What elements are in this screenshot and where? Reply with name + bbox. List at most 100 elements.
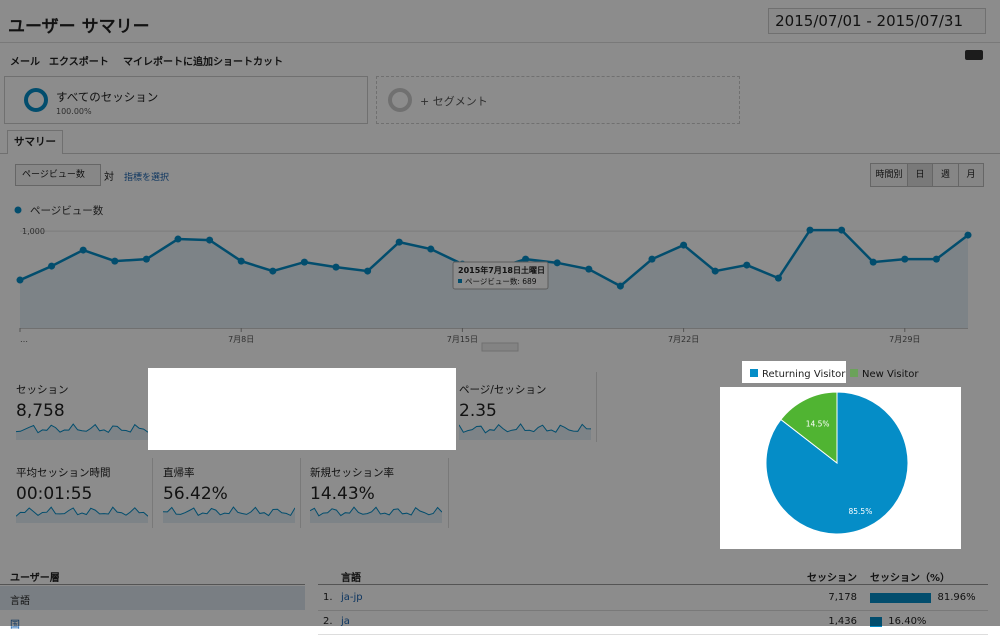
sparkline-line (16, 423, 148, 434)
point (364, 267, 372, 275)
metric-value: 2.35 (459, 401, 497, 421)
point (648, 255, 656, 263)
point (269, 267, 277, 275)
tooltip-title: 2015年7月18日土曜日 (458, 265, 545, 275)
point (774, 274, 782, 282)
row-share: 16.40% (888, 616, 927, 627)
tooltip-text: ページビュー数: 689 (465, 276, 537, 286)
x-tick-label: 7月22日 (668, 335, 699, 344)
metric-value: 14.43% (310, 484, 375, 504)
point (711, 267, 719, 275)
point (838, 226, 846, 234)
x-tick-label: … (20, 335, 28, 344)
point (680, 241, 688, 249)
point (111, 257, 119, 265)
metric-value: 00:01:55 (16, 484, 93, 504)
point (743, 261, 751, 269)
table-header: セッション（%） (870, 573, 951, 584)
table-left-header: ユーザー層 (10, 573, 60, 584)
segment-card[interactable] (4, 76, 368, 124)
add-segment-label: + セグメント (420, 95, 488, 108)
row-share: 81.96% (937, 592, 976, 603)
y-tick-label: 1,000 (22, 227, 45, 236)
metric-label: セッション (16, 384, 69, 396)
sparkline-area (459, 424, 591, 440)
sparkline-area (163, 507, 295, 523)
left-item[interactable]: 言語 (10, 596, 30, 607)
toolbar-item[interactable]: マイレポートに追加 (123, 57, 213, 68)
sparkline (16, 423, 148, 440)
x-tick-label: 7月15日 (447, 335, 478, 344)
separator (152, 458, 153, 528)
legend-swatch (850, 369, 858, 377)
highlight-box (148, 368, 456, 450)
legend-label: New Visitor (862, 369, 919, 380)
row-name: ja (341, 616, 350, 627)
point (174, 235, 182, 243)
x-tick-label: 7月8日 (228, 335, 254, 344)
metric-label: ページ/セッション (459, 384, 547, 396)
point (237, 257, 245, 265)
x-tick-label: 7月29日 (889, 335, 920, 344)
toolbar-item[interactable]: メール (10, 57, 40, 68)
segment-name: すべてのセッション (56, 90, 159, 104)
point (16, 276, 24, 284)
row-rank: 2. (323, 616, 333, 627)
segment-ring (24, 88, 48, 112)
add-segment[interactable] (376, 76, 740, 124)
tab-line (0, 153, 1000, 154)
share-bar (870, 593, 932, 603)
table-header: 言語 (341, 573, 361, 584)
toolbar-item[interactable]: ショートカット (213, 57, 283, 68)
divider (318, 584, 988, 585)
point (869, 258, 877, 266)
sparkline-line (163, 506, 295, 517)
point (522, 255, 530, 263)
value-label: 85.5% (849, 507, 873, 516)
sparkline-area (16, 507, 148, 523)
versus: 対 (104, 172, 114, 183)
tooltip-box (452, 261, 549, 290)
point (427, 245, 435, 253)
point (332, 263, 340, 271)
period-button[interactable]: 月 (958, 163, 984, 187)
value-label: 14.5% (806, 419, 830, 428)
date-range[interactable]: 2015/07/01 - 2015/07/31 (768, 8, 986, 34)
row-rank: 1. (323, 592, 333, 603)
highlight-legend (742, 361, 846, 383)
tab[interactable]: サマリー (7, 130, 63, 154)
sparkline (310, 506, 442, 523)
select-metric[interactable]: 指標を選択 (124, 173, 170, 183)
separator (596, 372, 597, 442)
point (553, 259, 561, 267)
point (901, 255, 909, 263)
point (964, 231, 972, 239)
table-header: セッション (807, 573, 857, 584)
row-sessions: 7,178 (828, 592, 857, 603)
metric-value: 56.42% (163, 484, 228, 504)
add-ring (388, 88, 412, 112)
sparkline-area (310, 507, 442, 523)
point (932, 255, 940, 263)
sparkline-line (459, 423, 591, 434)
point (300, 258, 308, 266)
point (142, 255, 150, 263)
row-sessions: 1,436 (828, 616, 857, 627)
separator (448, 458, 449, 528)
legend-label: Returning Visitor (762, 369, 846, 380)
sparkline-line (310, 506, 442, 517)
metric-dropdown[interactable]: ページビュー数 (15, 164, 101, 186)
cap-icon[interactable] (965, 50, 983, 60)
metric-label: 平均セッション時間 (16, 467, 111, 479)
toolbar-item[interactable]: エクスポート (49, 57, 109, 68)
divider (0, 584, 305, 585)
sparkline (163, 506, 295, 523)
divider (0, 42, 1000, 43)
period-button[interactable]: 時間別 (870, 163, 908, 187)
pie-slice (780, 391, 838, 465)
pie-chart: Returning Visitor New Visitor 85.5% 14.5% (750, 369, 919, 535)
point (616, 282, 624, 290)
sparkline-line (16, 506, 148, 517)
